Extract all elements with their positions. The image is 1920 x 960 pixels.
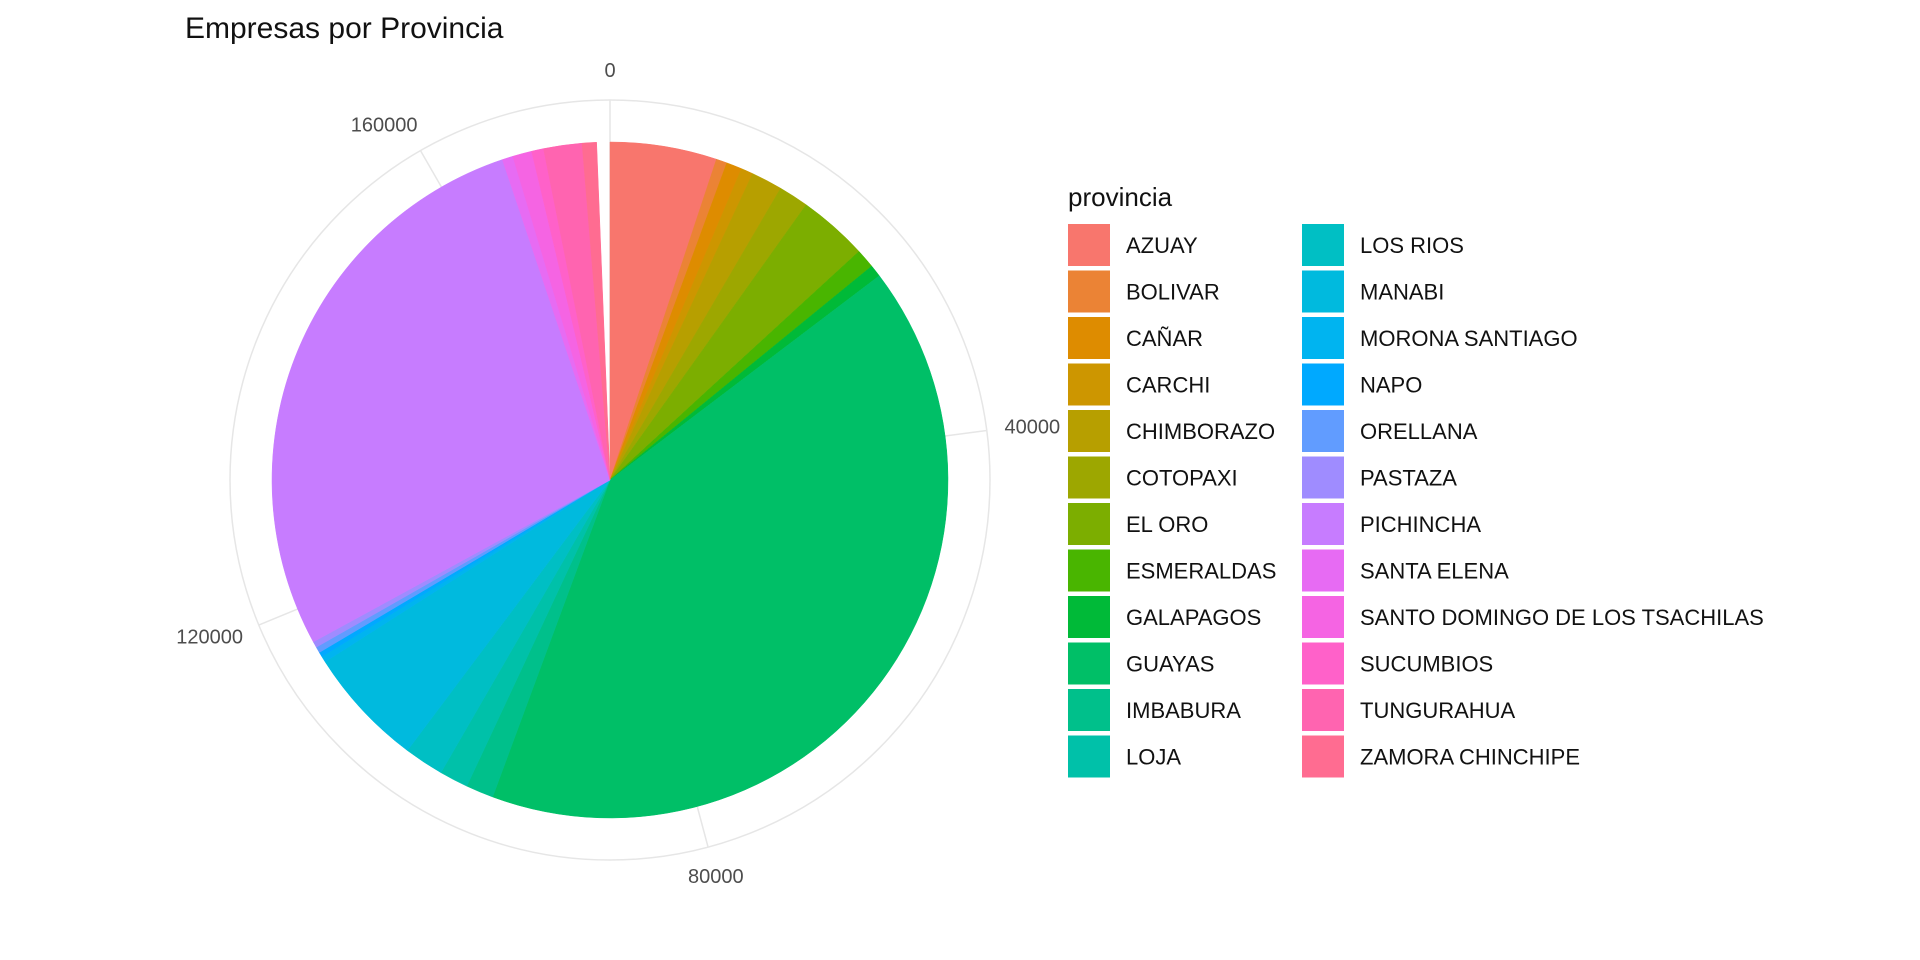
pie-slice-zamora-chinchipe (581, 142, 611, 481)
legend-key-esmeraldas (1068, 549, 1110, 592)
legend-label: MANABI (1360, 280, 1444, 305)
axis-tick-label: 80000 (688, 866, 744, 888)
legend-key-pastaza (1302, 456, 1344, 499)
legend-key-santo-domingo-de-los-tsachilas (1302, 596, 1344, 638)
legend-key-los-rios (1302, 224, 1344, 266)
legend-key-bolivar (1068, 270, 1110, 313)
legend-key-napo (1302, 363, 1344, 406)
legend-key-el-oro (1068, 503, 1110, 545)
legend-label: LOJA (1126, 745, 1181, 770)
legend-key-loja (1068, 735, 1110, 778)
legend-label: COTOPAXI (1126, 466, 1238, 491)
legend-label: EL ORO (1126, 512, 1208, 537)
legend-label: SANTO DOMINGO DE LOS TSACHILAS (1360, 605, 1764, 630)
legend-label: MORONA SANTIAGO (1360, 326, 1578, 351)
legend-label: ZAMORA CHINCHIPE (1360, 745, 1580, 770)
legend-label: GUAYAS (1126, 652, 1214, 677)
legend-key-santa-elena (1302, 549, 1344, 592)
legend-label: IMBABURA (1126, 698, 1241, 723)
legend-label: CARCHI (1126, 373, 1210, 398)
legend-label: BOLIVAR (1126, 280, 1220, 305)
legend-label: CAÑAR (1126, 326, 1203, 351)
legend-label: NAPO (1360, 373, 1422, 398)
legend-label: SUCUMBIOS (1360, 652, 1493, 677)
legend-key-manabi (1302, 270, 1344, 313)
legend-label: ORELLANA (1360, 419, 1478, 444)
pie-slice-pichincha (271, 159, 611, 643)
legend-label: TUNGURAHUA (1360, 698, 1516, 723)
legend-key-cañar (1068, 317, 1110, 359)
legend-key-guayas (1068, 642, 1110, 685)
chart-title: Empresas por Provincia (185, 12, 504, 45)
legend-key-galapagos (1068, 596, 1110, 638)
legend-label: PICHINCHA (1360, 512, 1481, 537)
legend-key-carchi (1068, 363, 1110, 406)
legend-label: SANTA ELENA (1360, 559, 1509, 584)
legend-key-chimborazo (1068, 410, 1110, 452)
pie-slices (271, 141, 949, 819)
legend-key-pichincha (1302, 503, 1344, 545)
legend-title: provincia (1068, 182, 1173, 212)
legend: provincia AZUAY BOLIVAR CAÑAR CARCHI CHIMBORA… (1068, 182, 1764, 778)
legend-label: PASTAZA (1360, 466, 1457, 491)
legend-key-tungurahua (1302, 689, 1344, 731)
legend-key-imbabura (1068, 689, 1110, 731)
legend-label: CHIMBORAZO (1126, 419, 1275, 444)
legend-key-orellana (1302, 410, 1344, 452)
angle-axis-ticks: 0 40000 80000 120000 160000 (176, 60, 1060, 888)
legend-label: AZUAY (1126, 233, 1198, 258)
axis-tick-label: 40000 (1005, 417, 1061, 439)
legend-key-zamora-chinchipe (1302, 735, 1344, 778)
legend-label: ESMERALDAS (1126, 559, 1276, 584)
legend-key-cotopaxi (1068, 456, 1110, 499)
axis-tick-label: 0 (604, 60, 615, 82)
legend-label: LOS RIOS (1360, 233, 1464, 258)
legend-label: GALAPAGOS (1126, 605, 1261, 630)
pie-slice-guayas (492, 275, 949, 819)
axis-tick-label: 160000 (351, 115, 418, 137)
legend-key-morona-santiago (1302, 317, 1344, 359)
axis-tick-label: 120000 (176, 627, 243, 649)
legend-key-sucumbios (1302, 642, 1344, 685)
legend-key-azuay (1068, 224, 1110, 266)
